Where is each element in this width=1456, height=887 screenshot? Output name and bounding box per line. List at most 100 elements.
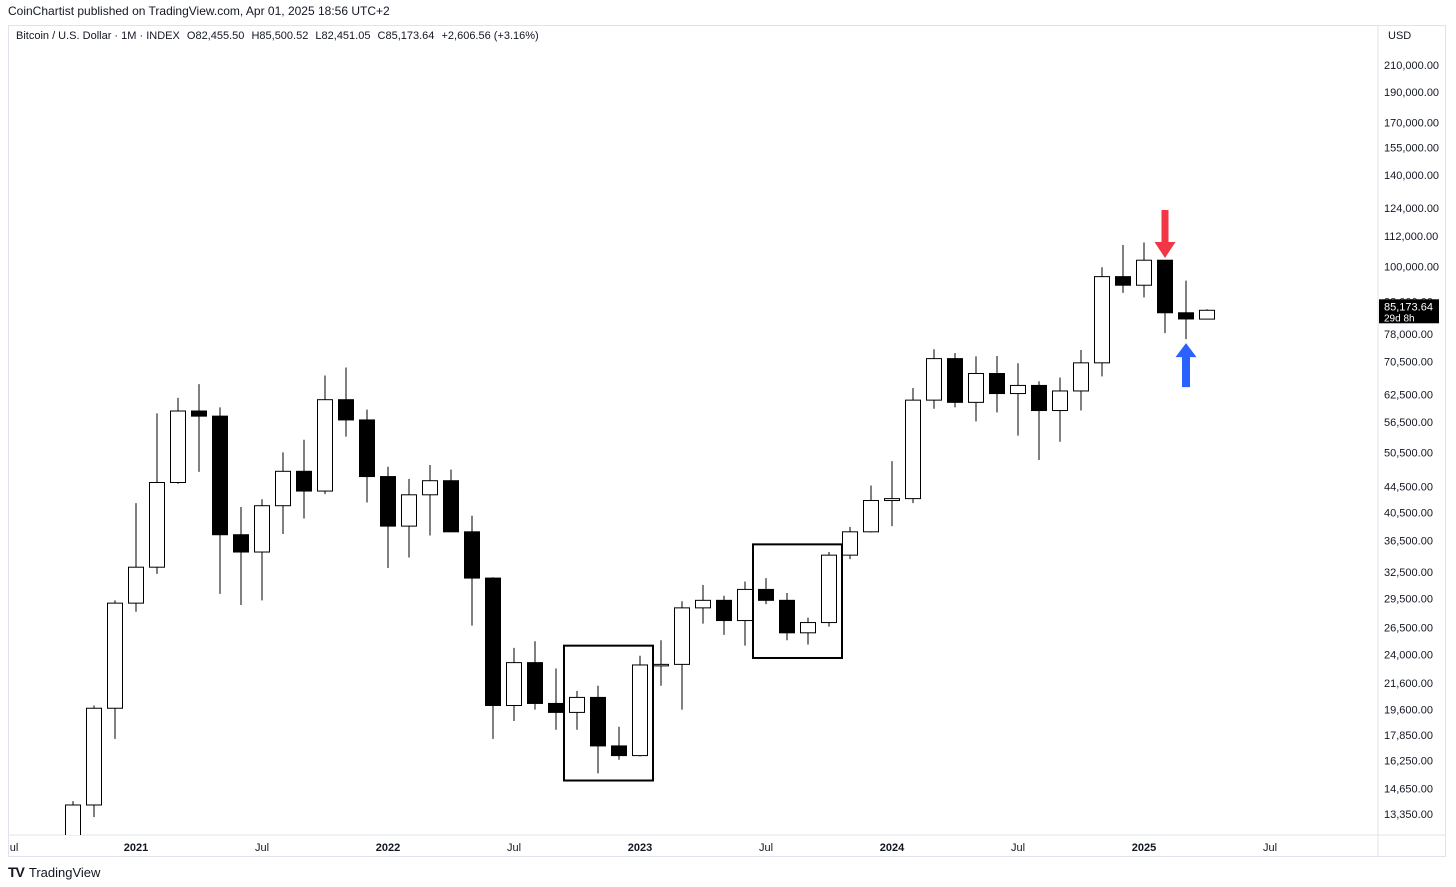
countdown-label: 29d 8h: [1384, 313, 1415, 324]
publisher-line: CoinChartist published on TradingView.co…: [8, 4, 390, 18]
high-value: H85,500.52: [251, 30, 309, 42]
open-value: O82,455.50: [186, 30, 245, 42]
candle-body-bull: [1073, 362, 1089, 392]
candle-body-bear: [464, 531, 480, 579]
candle-body-bull: [128, 566, 144, 604]
candle-body-bull: [275, 470, 291, 507]
candle-body-bull: [3, 858, 18, 860]
x-tick-label: Jul: [759, 842, 773, 854]
y-tick-label: 29,500.00: [1384, 593, 1433, 605]
candle-body-bear: [758, 588, 774, 601]
candle-body-bear: [590, 696, 606, 747]
ohlc-legend: Bitcoin / U.S. Dollar · 1M · INDEX O82,4…: [16, 30, 543, 42]
candle-body-bull: [506, 662, 522, 706]
y-tick-label: 44,500.00: [1384, 482, 1433, 494]
y-tick-label: 21,600.00: [1384, 678, 1433, 690]
x-tick-label: Jul: [255, 842, 269, 854]
y-tick-label: 14,650.00: [1384, 784, 1433, 796]
candle-body-bull: [1199, 309, 1215, 320]
y-tick-label: 140,000.00: [1384, 170, 1439, 182]
x-tick-label: 2025: [1132, 842, 1156, 854]
candle-body-bull: [653, 663, 669, 667]
footer: TV TradingView: [8, 864, 100, 880]
candle-body-bull: [926, 358, 942, 401]
y-tick-label: 19,600.00: [1384, 705, 1433, 717]
candle-body-bull: [695, 599, 711, 609]
candle-body-bull: [842, 531, 858, 556]
candle-body-bull: [1052, 390, 1068, 412]
candle-body-bear: [1178, 312, 1194, 320]
y-tick-label: 16,250.00: [1384, 756, 1433, 768]
y-tick-label: 40,500.00: [1384, 507, 1433, 519]
candle-body-bull: [905, 399, 921, 500]
candle-body-bull: [86, 707, 102, 806]
candle-body-bear: [191, 410, 207, 417]
y-tick-label: 170,000.00: [1384, 117, 1439, 129]
x-tick-label: 2024: [880, 842, 905, 854]
candle-body-bull: [1010, 384, 1026, 395]
candle-body-bull: [800, 622, 816, 634]
candle-body-bear: [359, 419, 375, 478]
symbol-label[interactable]: Bitcoin / U.S. Dollar · 1M · INDEX: [16, 30, 180, 42]
candle-body-bull: [1136, 259, 1152, 286]
x-tick-label: Jul: [1011, 842, 1025, 854]
y-tick-label: 24,000.00: [1384, 650, 1433, 662]
candle-body-bear: [1157, 259, 1173, 314]
y-tick-label: 124,000.00: [1384, 203, 1439, 215]
change-value: +2,606.56 (+3.16%): [441, 30, 539, 42]
candle-body-bear: [989, 373, 1005, 395]
candle-body-bear: [380, 476, 396, 527]
y-tick-label: 100,000.00: [1384, 262, 1439, 274]
close-value: C85,173.64: [377, 30, 435, 42]
y-tick-label: 56,500.00: [1384, 417, 1433, 429]
candle-body-bull: [569, 696, 585, 713]
candle-body-bull: [674, 607, 690, 665]
candle-body-bear: [212, 415, 228, 536]
candle-body-bull: [632, 664, 648, 757]
tradingview-logo-icon: TV: [8, 864, 25, 880]
candle-body-bear: [527, 662, 543, 704]
candle-body-bear: [779, 599, 795, 634]
candle-body-bull: [884, 498, 900, 502]
arrow-down-icon: [1154, 209, 1176, 258]
candle-body-bull: [737, 588, 753, 622]
y-tick-label: 13,350.00: [1384, 809, 1433, 821]
candle-body-bull: [821, 554, 837, 624]
candle-body-bull: [863, 500, 879, 533]
candles-group: [3, 209, 1215, 860]
candle-body-bull: [149, 482, 165, 568]
candle-body-bear: [716, 599, 732, 622]
candle-body-bull: [65, 804, 81, 835]
candle-body-bear: [233, 534, 249, 553]
candle-body-bear: [548, 702, 564, 713]
highlight-box: [752, 543, 843, 659]
candle-body-bull: [1094, 276, 1110, 364]
candle-body-bear: [443, 480, 459, 533]
last-price-label: 85,173.64: [1384, 301, 1433, 313]
low-value: L82,451.05: [315, 30, 371, 42]
x-tick-label: ul: [10, 842, 19, 854]
brand-name[interactable]: TradingView: [28, 864, 101, 880]
y-tick-label: 62,500.00: [1384, 389, 1433, 401]
y-tick-label: 36,500.00: [1384, 536, 1433, 548]
y-tick-label: 26,500.00: [1384, 623, 1433, 635]
candle-body-bull: [170, 410, 186, 484]
candle-body-bear: [947, 358, 963, 403]
candle-body-bull: [422, 480, 438, 496]
y-tick-label: 155,000.00: [1384, 143, 1439, 155]
candle-body-bull: [254, 505, 270, 553]
y-tick-label: 32,500.00: [1384, 567, 1433, 579]
highlight-box: [563, 644, 654, 782]
currency-label[interactable]: USD: [1388, 30, 1412, 42]
candle-body-bear: [611, 745, 627, 757]
candle-body-bull: [401, 494, 417, 527]
y-tick-label: 210,000.00: [1384, 60, 1439, 72]
candle-body-bear: [485, 577, 501, 706]
chart-frame: [8, 25, 1446, 857]
y-tick-label: 112,000.00: [1384, 231, 1438, 243]
last-price-tag: [1379, 299, 1439, 324]
candle-body-bear: [296, 470, 312, 492]
candle-body-bear: [1031, 384, 1047, 412]
arrow-up-icon: [1175, 343, 1197, 388]
